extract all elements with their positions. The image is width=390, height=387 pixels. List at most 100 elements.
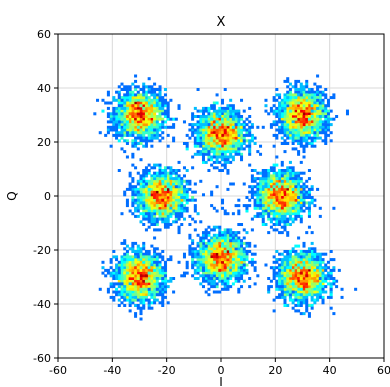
heatmap-cell xyxy=(310,263,314,267)
heatmap-cell xyxy=(307,252,311,256)
heatmap-cell xyxy=(139,185,143,189)
heatmap-cell xyxy=(169,201,173,205)
heatmap-cell xyxy=(212,282,216,286)
heatmap-cell xyxy=(155,287,159,291)
heatmap-cell xyxy=(147,201,151,205)
heatmap-cell xyxy=(275,196,279,199)
heatmap-cell xyxy=(307,123,311,127)
heatmap-cell xyxy=(272,217,276,221)
heatmap-cell xyxy=(139,317,143,321)
heatmap-cell xyxy=(283,260,287,264)
heatmap-cell xyxy=(231,274,235,278)
heatmap-cell xyxy=(283,223,287,226)
heatmap-cell xyxy=(193,136,197,140)
heatmap-cell xyxy=(302,277,306,280)
heatmap-cell xyxy=(191,250,195,253)
heatmap-cell xyxy=(269,201,273,205)
heatmap-cell xyxy=(237,260,241,264)
heatmap-cell xyxy=(215,123,219,127)
heatmap-cell xyxy=(139,174,143,178)
heatmap-cell xyxy=(193,190,197,194)
heatmap-cell xyxy=(267,187,271,191)
heatmap-cell xyxy=(313,125,317,129)
heatmap-cell xyxy=(310,201,314,205)
heatmap-cell xyxy=(150,136,154,140)
heatmap-cell xyxy=(120,293,124,297)
heatmap-cell xyxy=(253,252,257,256)
heatmap-cell xyxy=(234,258,238,262)
heatmap-cell xyxy=(207,155,211,159)
heatmap-cell xyxy=(288,182,292,186)
heatmap-cell xyxy=(204,247,208,251)
heatmap-cell xyxy=(221,117,225,121)
heatmap-cell xyxy=(297,109,301,113)
heatmap-cell xyxy=(131,104,135,108)
heatmap-cell xyxy=(144,98,148,102)
heatmap-cell xyxy=(259,190,263,194)
heatmap-cell xyxy=(147,290,151,294)
heatmap-cell xyxy=(286,196,290,199)
heatmap-cell xyxy=(215,274,219,278)
heatmap-cell xyxy=(305,106,309,110)
heatmap-cell xyxy=(215,120,219,124)
heatmap-cell xyxy=(332,268,336,272)
heatmap-cell xyxy=(223,123,227,127)
heatmap-cell xyxy=(291,190,295,194)
heatmap-cell xyxy=(229,123,233,127)
heatmap-cell xyxy=(280,266,284,270)
heatmap-cell xyxy=(185,206,189,210)
heatmap-cell xyxy=(128,309,132,313)
heatmap-cell xyxy=(120,268,124,272)
heatmap-cell xyxy=(123,290,127,294)
heatmap-cell xyxy=(142,196,146,199)
heatmap-cell xyxy=(229,112,233,116)
heatmap-cell xyxy=(291,274,295,278)
heatmap-cell xyxy=(294,274,298,278)
heatmap-cell xyxy=(199,263,203,267)
heatmap-cell xyxy=(305,131,309,135)
heatmap-cell xyxy=(123,287,127,291)
heatmap-cell xyxy=(153,115,157,118)
heatmap-cell xyxy=(155,115,159,118)
heatmap-cell xyxy=(161,196,165,199)
heatmap-cell xyxy=(158,117,162,121)
heatmap-cell xyxy=(218,155,222,159)
heatmap-cell xyxy=(144,196,148,199)
heatmap-cell xyxy=(223,228,227,232)
heatmap-cell xyxy=(166,182,170,186)
heatmap-cell xyxy=(161,193,165,197)
heatmap-cell xyxy=(264,171,268,175)
heatmap-cell xyxy=(237,115,241,118)
heatmap-cell xyxy=(185,198,189,202)
heatmap-cell xyxy=(299,144,303,148)
heatmap-cell xyxy=(153,185,157,189)
heatmap-cell xyxy=(131,268,135,272)
heatmap-cell xyxy=(153,279,157,283)
heatmap-cell xyxy=(275,115,279,118)
heatmap-cell xyxy=(131,250,135,253)
heatmap-cell xyxy=(226,150,230,154)
heatmap-cell xyxy=(204,139,208,143)
heatmap-cell xyxy=(210,244,214,248)
heatmap-cell xyxy=(215,225,219,229)
heatmap-cell xyxy=(294,136,298,140)
heatmap-cell xyxy=(324,268,328,272)
heatmap-cell xyxy=(125,277,129,280)
heatmap-cell xyxy=(240,125,244,129)
heatmap-cell xyxy=(147,285,151,289)
heatmap-cell xyxy=(297,177,301,181)
heatmap-cell xyxy=(318,263,322,267)
heatmap-cell xyxy=(172,169,176,172)
heatmap-cell xyxy=(218,274,222,278)
heatmap-cell xyxy=(221,244,225,248)
heatmap-cell xyxy=(286,250,290,253)
heatmap-cell xyxy=(283,174,287,178)
heatmap-cell xyxy=(185,271,189,275)
heatmap-cell xyxy=(324,266,328,270)
heatmap-cell xyxy=(155,171,159,175)
heatmap-cell xyxy=(147,169,151,172)
heatmap-cell xyxy=(302,112,306,116)
heatmap-cell xyxy=(177,212,181,216)
heatmap-cell xyxy=(153,117,157,121)
heatmap-cell xyxy=(288,204,292,208)
